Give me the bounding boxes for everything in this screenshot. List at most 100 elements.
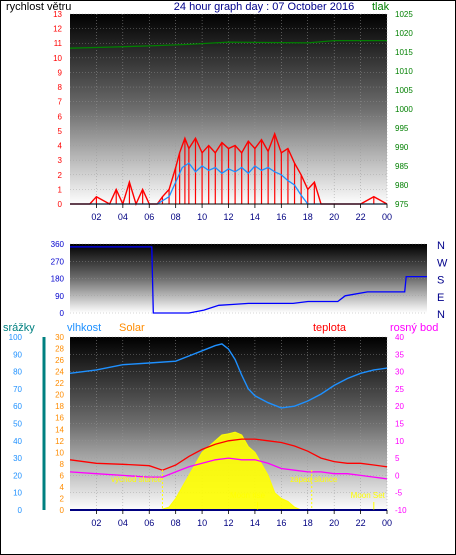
wind-speed-tick-label: 13 xyxy=(53,10,62,19)
x-tick-label: 08 xyxy=(171,212,181,222)
moonrise-annotation: Moon rise xyxy=(230,491,266,500)
solar-label: Solar xyxy=(119,322,145,334)
pressure-tick-label: 1020 xyxy=(395,29,413,38)
humidity-tick-label: 30 xyxy=(13,454,22,463)
rain-tick-label: 18 xyxy=(55,402,64,411)
rain-tick-label: 26 xyxy=(55,356,64,365)
sunrise-annotation: východ slunce xyxy=(111,475,162,484)
direction-tick-label: 270 xyxy=(51,257,65,266)
wind-speed-tick-label: 11 xyxy=(54,39,63,48)
wind-speed-tick-label: 3 xyxy=(58,156,63,165)
pressure-tick-label: 985 xyxy=(395,162,409,171)
x-tick-label: 02 xyxy=(91,518,101,528)
wind-speed-tick-label: 6 xyxy=(58,112,63,121)
x-tick-label: 16 xyxy=(276,212,286,222)
moonset-annotation: Moon Set xyxy=(351,491,386,500)
wind-speed-tick-label: 5 xyxy=(58,127,63,136)
x-tick-label: 18 xyxy=(303,212,313,222)
temperature-tick-label: -10 xyxy=(395,506,407,515)
rain-tick-label: 16 xyxy=(55,414,64,423)
temperature-label: teplota xyxy=(313,322,347,334)
rain-tick-label: 20 xyxy=(55,391,64,400)
direction-tick-label: 360 xyxy=(51,240,65,249)
temperature-line xyxy=(69,438,388,471)
x-tick-label: 14 xyxy=(250,212,260,222)
temperature-tick-label: 20 xyxy=(395,402,404,411)
compass-label: E xyxy=(437,292,444,304)
chart-title: 24 hour graph day : 07 October 2016 xyxy=(174,1,354,13)
rain-tick-label: 14 xyxy=(55,425,64,434)
pressure-tick-label: 975 xyxy=(395,200,409,209)
x-tick-label: 12 xyxy=(223,212,233,222)
x-tick-label: 22 xyxy=(356,212,366,222)
wind-speed-tick-label: 8 xyxy=(58,83,63,92)
pressure-tick-label: 1025 xyxy=(395,10,413,19)
humidity-tick-label: 60 xyxy=(13,402,22,411)
humidity-tick-label: 100 xyxy=(9,333,23,342)
compass-label: S xyxy=(437,275,444,287)
dewpoint-line xyxy=(69,457,388,480)
temperature-tick-label: 5 xyxy=(395,454,400,463)
humidity-tick-label: 90 xyxy=(13,350,22,359)
x-tick-label: 18 xyxy=(303,518,313,528)
dewpoint-label: rosný bod xyxy=(390,322,438,334)
rain-tick-label: 8 xyxy=(60,460,65,469)
rain-tick-label: 28 xyxy=(55,345,64,354)
pressure-label: tlak xyxy=(372,1,390,13)
temperature-tick-label: -5 xyxy=(395,489,403,498)
temperature-tick-label: 25 xyxy=(395,385,404,394)
wind-speed-tick-label: 12 xyxy=(53,25,62,34)
x-tick-label: 08 xyxy=(171,518,181,528)
pressure-tick-label: 1005 xyxy=(395,86,413,95)
temperature-tick-label: 0 xyxy=(395,471,400,480)
pressure-tick-label: 990 xyxy=(395,143,409,152)
wind-speed-tick-label: 1 xyxy=(58,185,63,194)
rain-tick-label: 0 xyxy=(60,506,65,515)
x-tick-label: 00 xyxy=(382,518,392,528)
rain-tick-label: 4 xyxy=(60,483,65,492)
wind-direction-line xyxy=(70,246,427,314)
pressure-tick-label: 1000 xyxy=(395,105,413,114)
x-tick-label: 10 xyxy=(197,212,207,222)
rain-label: srážky xyxy=(3,322,35,334)
pressure-tick-label: 995 xyxy=(395,124,409,133)
x-tick-label: 00 xyxy=(382,212,392,222)
wind-speed-tick-label: 7 xyxy=(58,98,63,107)
solar-area xyxy=(159,431,302,511)
temperature-tick-label: 35 xyxy=(395,350,404,359)
rain-tick-label: 24 xyxy=(55,368,64,377)
rain-tick-label: 2 xyxy=(60,494,65,503)
humidity-tick-label: 70 xyxy=(13,385,22,394)
wind-speed-label: rychlost větru xyxy=(6,1,71,13)
x-tick-label: 12 xyxy=(223,518,233,528)
x-tick-label: 20 xyxy=(329,212,339,222)
temperature-tick-label: 10 xyxy=(395,437,404,446)
humidity-tick-label: 10 xyxy=(13,489,22,498)
compass-label: N xyxy=(437,309,445,321)
wind-speed-tick-label: 2 xyxy=(58,171,63,180)
x-tick-label: 06 xyxy=(144,518,154,528)
rain-tick-label: 30 xyxy=(55,333,64,342)
humidity-tick-label: 80 xyxy=(13,368,22,377)
temperature-tick-label: 40 xyxy=(395,333,404,342)
compass-label: N xyxy=(437,240,445,252)
pressure-tick-label: 1015 xyxy=(395,48,413,57)
x-tick-label: 04 xyxy=(118,518,128,528)
x-tick-label: 16 xyxy=(276,518,286,528)
humidity-tick-label: 0 xyxy=(18,506,23,515)
rain-tick-label: 22 xyxy=(55,379,64,388)
x-tick-label: 06 xyxy=(144,212,154,222)
wind-speed-tick-label: 9 xyxy=(58,68,63,77)
pressure-tick-label: 980 xyxy=(395,181,409,190)
x-tick-label: 20 xyxy=(329,518,339,528)
rain-tick-label: 10 xyxy=(55,448,64,457)
temperature-tick-label: 15 xyxy=(395,420,404,429)
x-tick-label: 02 xyxy=(91,212,101,222)
humidity-label: vlhkost xyxy=(67,322,101,334)
pressure-line xyxy=(69,39,387,49)
x-tick-label: 10 xyxy=(197,518,207,528)
pressure-tick-label: 1010 xyxy=(395,67,413,76)
